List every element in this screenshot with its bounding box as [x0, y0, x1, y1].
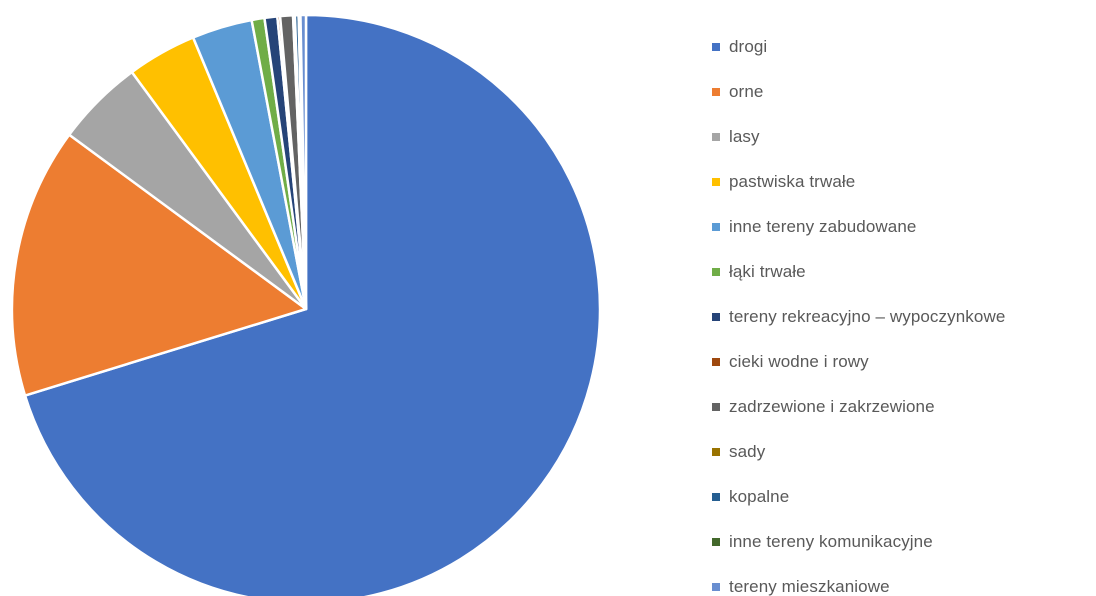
legend-label: lasy — [729, 126, 760, 146]
legend-swatch — [712, 537, 720, 546]
legend-label: pastwiska trwałe — [729, 171, 856, 191]
legend-label: łąki trwałe — [729, 261, 806, 281]
legend-label: inne tereny komunikacyjne — [729, 531, 933, 551]
legend-swatch — [712, 582, 720, 591]
pie-slice-12 — [299, 13, 308, 311]
legend-item-5: łąki trwałe — [712, 249, 1092, 294]
legend-swatch — [712, 312, 720, 321]
legend-label: tereny mieszkaniowe — [729, 576, 890, 596]
legend-swatch — [712, 177, 720, 186]
legend: drogi orne lasy pastwiska trwałe inne teren… — [712, 24, 1092, 596]
legend-label: inne tereny zabudowane — [729, 216, 917, 236]
legend-label: cieki wodne i rowy — [729, 351, 869, 371]
legend-label: kopalne — [729, 486, 790, 506]
legend-swatch — [712, 132, 720, 141]
legend-label: zadrzewione i zakrzewione — [729, 396, 935, 416]
legend-swatch — [712, 87, 720, 96]
legend-swatch — [712, 402, 720, 411]
legend-item-2: lasy — [712, 114, 1092, 159]
legend-swatch — [712, 492, 720, 501]
legend-swatch — [712, 222, 720, 231]
legend-item-10: kopalne — [712, 474, 1092, 519]
legend-item-8: zadrzewione i zakrzewione — [712, 384, 1092, 429]
legend-label: orne — [729, 81, 764, 101]
pie-slice-0 — [23, 13, 602, 596]
legend-label: drogi — [729, 36, 768, 56]
legend-item-4: inne tereny zabudowane — [712, 204, 1092, 249]
legend-swatch — [712, 42, 720, 51]
legend-item-0: drogi — [712, 24, 1092, 69]
legend-item-6: tereny rekreacyjno – wypoczynkowe — [712, 294, 1092, 339]
legend-item-9: sady — [712, 429, 1092, 474]
legend-item-3: pastwiska trwałe — [712, 159, 1092, 204]
pie-plot-area — [10, 13, 602, 596]
legend-item-1: orne — [712, 69, 1092, 114]
legend-label: tereny rekreacyjno – wypoczynkowe — [729, 306, 1006, 326]
legend-swatch — [712, 357, 720, 366]
legend-item-7: cieki wodne i rowy — [712, 339, 1092, 384]
legend-swatch — [712, 267, 720, 276]
pie-slice-1 — [10, 133, 308, 397]
legend-label: sady — [729, 441, 766, 461]
legend-swatch — [712, 447, 720, 456]
legend-item-11: inne tereny komunikacyjne — [712, 519, 1092, 564]
legend-item-12: tereny mieszkaniowe — [712, 564, 1092, 596]
